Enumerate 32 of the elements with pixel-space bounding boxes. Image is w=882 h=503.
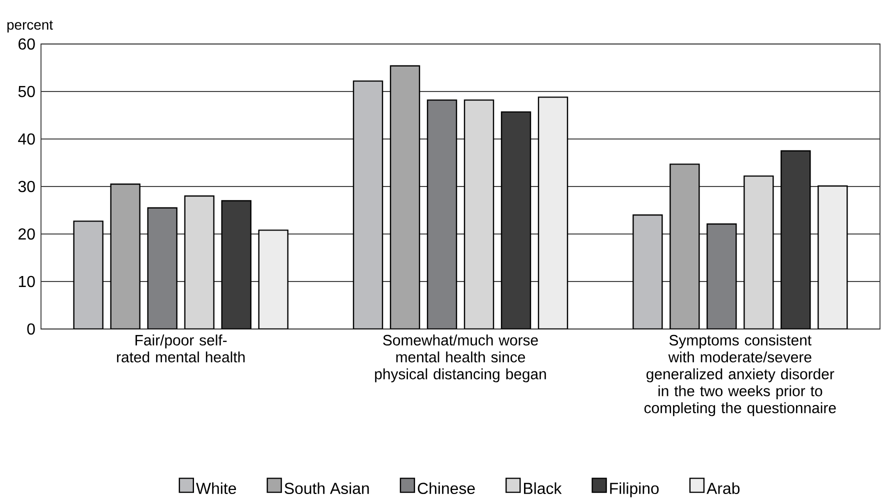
legend-label: Filipino (610, 482, 659, 498)
bar (258, 230, 288, 329)
bar (706, 223, 737, 329)
bar (426, 99, 458, 329)
y-tick-label: 0 (27, 323, 35, 335)
x-tick-label: Fair/poor self-rated mental health (117, 334, 245, 362)
x-tick-label: Somewhat/much worse mental health since physical distancing began (375, 334, 546, 382)
bar (352, 80, 384, 329)
y-tick-label: 10 (18, 276, 35, 288)
y-tick-label: 30 (18, 180, 35, 192)
bar (184, 195, 214, 329)
bar (110, 184, 140, 329)
legend-label: Arab (706, 482, 740, 494)
bar (670, 164, 700, 329)
bar (147, 207, 178, 329)
y-tick-label: 40 (18, 133, 35, 145)
y-tick-label: 60 (18, 38, 35, 50)
bar (390, 65, 420, 329)
bar (818, 185, 848, 329)
bar (464, 99, 494, 329)
legend-label: Black (524, 482, 562, 494)
bar (73, 220, 104, 329)
bar (744, 175, 774, 329)
bar (538, 96, 568, 329)
y-tick-label: 50 (18, 86, 35, 98)
legend-label: White (196, 482, 236, 494)
y-tick-label: 20 (18, 228, 35, 240)
legend-label: South Asian (284, 482, 369, 494)
y-axis-title: percent (7, 20, 53, 32)
legend-label: Chinese (418, 482, 475, 494)
bar (632, 214, 663, 329)
x-tick-label: Symptoms consistent with moderate/severe generalized anxiety disorder in the two weeks prior to completing the questionnaire (644, 334, 836, 416)
